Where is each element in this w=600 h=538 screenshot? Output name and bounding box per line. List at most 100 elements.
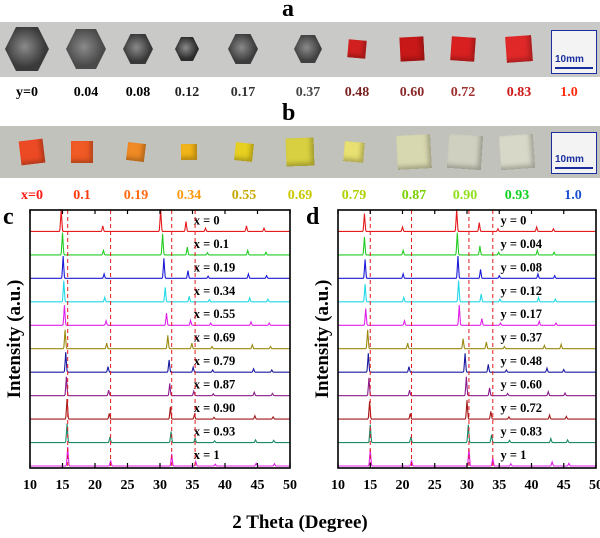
xrd-series-trace [30,329,290,350]
axes-frame [29,209,291,469]
panel-b-crystal [71,141,93,163]
series-label: x = 0.69 [194,331,236,345]
panel-a-crystal [123,34,153,64]
x-tick-label: 40 [525,478,539,493]
panel-a-label: 0.60 [399,85,425,100]
series-label: y = 0 [501,213,527,227]
panel-a-label: 0.17 [230,85,256,100]
panel-b-label: 0.87 [401,188,427,203]
series-label: y = 0.83 [501,425,543,439]
panel-a-label: 0.72 [450,85,476,100]
series-label: x = 0.90 [194,401,236,415]
xrd-series-trace [338,256,596,279]
x-tick-label: 50 [589,478,600,493]
xrd-series-trace [30,280,290,303]
panel-a-label: 0.12 [174,85,200,100]
xrd-series-trace [338,400,596,420]
series-label: y = 1 [501,448,527,462]
panel-c-letter: c [3,204,14,230]
panel-b-label: 0.1 [73,188,91,203]
panel-b-label: 0.90 [452,188,478,203]
xrd-series-trace [30,209,290,232]
x-tick-label: 25 [121,478,135,493]
series-label: y = 0.72 [501,401,543,415]
x-tick-label: 20 [396,478,410,493]
axes-frame [337,209,597,469]
x-tick-label: 35 [492,478,506,493]
series-label: y = 0.08 [501,260,543,274]
x-tick-label: 30 [460,478,474,493]
xrd-series-trace [338,280,596,303]
panel-a-label: y=0 [16,85,38,100]
x-tick-label: 15 [363,478,377,493]
panel-a-label: 0.08 [125,85,151,100]
scale-bar-label: 10mm [555,154,584,165]
xrd-series-trace [338,232,596,256]
x-tick-label: 45 [251,478,265,493]
panel-a-letter: a [282,0,294,22]
y-axis-label: Intensity (a.u.) [312,280,333,399]
panel-a-label: 0.04 [73,85,99,100]
panel-a-label: 1.0 [560,85,578,100]
xrd-series-trace [338,329,596,350]
series-label: y = 0.48 [501,354,543,368]
xrd-series-trace [30,352,290,373]
y-axis-label: Intensity (a.u.) [4,280,25,399]
panel-a-label: 0.83 [506,85,532,100]
panel-b-letter: b [282,100,296,126]
scale-bar-line [555,67,593,69]
xrd-series-trace [30,399,290,420]
panel-b-label: 0.93 [504,188,530,203]
x-tick-label: 25 [428,478,442,493]
panel-a-crystal [228,34,258,64]
x-tick-label: 10 [331,478,345,493]
series-label: y = 0.60 [501,378,543,392]
x-axis-label: 2 Theta (Degree) [232,512,367,533]
panel-a-label: 0.48 [344,85,370,100]
panel-b-scale-bar: 10mm [551,132,597,174]
series-label: y = 0.17 [501,307,543,321]
panel-d-letter: d [306,204,320,230]
panel-b-label: 0.34 [176,188,202,203]
series-label: y = 0.04 [501,237,543,251]
x-tick-label: 10 [23,478,37,493]
x-tick-label: 30 [153,478,167,493]
panel-a-crystal [175,37,199,61]
panel-b-label: x=0 [21,188,43,203]
panel-b-label: 0.69 [287,188,313,203]
xrd-series-trace [30,423,290,444]
panel-b-label: 1.0 [564,188,582,203]
series-label: x = 0.87 [194,378,236,392]
xrd-series-trace [30,305,290,326]
series-label: x = 0.34 [194,284,236,298]
xrd-series-trace [30,256,290,279]
x-tick-label: 50 [283,478,297,493]
panel-b-label: 0.19 [123,188,149,203]
x-tick-label: 45 [557,478,571,493]
panel-b-label: 0.79 [341,188,367,203]
series-label: y = 0.12 [501,284,543,298]
x-tick-label: 15 [56,478,70,493]
series-label: x = 0.55 [194,307,236,321]
series-label: x = 0.19 [194,260,236,274]
scale-bar-label: 10mm [555,54,584,65]
series-label: x = 0.79 [194,354,236,368]
series-label: x = 0 [194,213,220,227]
series-label: x = 1 [194,448,220,462]
series-label: x = 0.93 [194,425,236,439]
x-tick-label: 35 [186,478,200,493]
series-label: y = 0.37 [501,331,543,345]
xrd-panel-d: y = 0 y = 0.04 y = 0.08 y = 0.12 y = 0.17 y =… [306,204,600,493]
xrd-series-trace [338,305,596,326]
xrd-panel-c: x = 0 x = 0.1 x = 0.19 x = 0.34 x = 0.55 x = … [3,204,297,493]
xrd-series-trace [30,376,290,397]
x-tick-label: 20 [88,478,102,493]
xrd-series-trace [338,376,596,397]
xrd-series-trace [338,209,596,232]
panel-a-scale-bar: 10mm [551,30,597,74]
x-tick-label: 40 [218,478,232,493]
xrd-series-trace [338,424,596,444]
panel-a-label: 0.37 [295,85,321,100]
